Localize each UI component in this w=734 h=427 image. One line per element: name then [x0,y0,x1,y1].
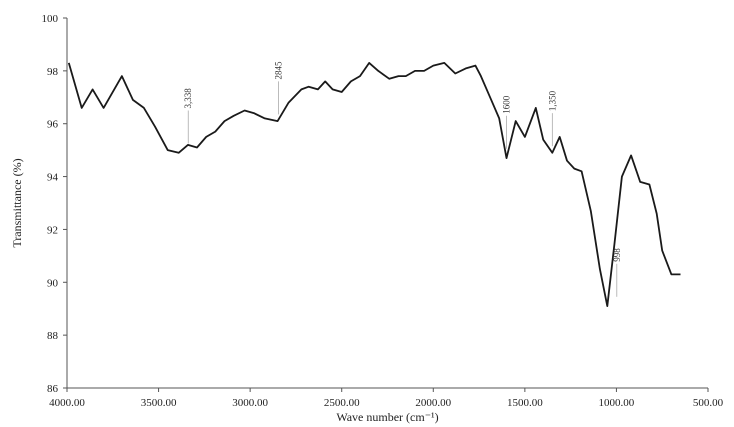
annotation-label: 2845 [274,61,284,80]
series-line [67,62,681,308]
y-tick-label: 90 [47,277,59,289]
x-tick-label: 2000.00 [415,397,451,409]
annotation-label: 998 [612,248,622,262]
y-tick-label: 96 [47,119,59,131]
x-tick-label: 500.00 [693,397,724,409]
annotation-group: 3,338 2845 1600 1,350 998 [183,61,622,297]
y-tick-label: 98 [47,66,59,78]
x-tick-label: 1500.00 [507,397,543,409]
series-group [67,62,681,308]
annotation-label: 1600 [502,95,512,114]
x-axis-title: Wave number (cm⁻¹) [336,410,438,424]
y-tick-label: 92 [47,224,58,236]
x-tick-label: 3500.00 [141,397,177,409]
y-tick-label: 100 [42,13,59,25]
x-tick-label: 1000.00 [599,397,635,409]
x-tick-group: 4000.00 3500.00 3000.00 2500.00 2000.00 1500.… [49,388,724,409]
annotation-label: 3,338 [183,88,193,109]
annotation-label: 1,350 [547,90,557,111]
x-tick-label: 2500.00 [324,397,360,409]
x-tick-label: 4000.00 [49,397,85,409]
y-tick-label: 86 [47,383,59,395]
y-tick-group: 86 88 90 92 94 96 98 100 [42,13,67,395]
y-tick-label: 88 [47,330,59,342]
x-tick-label: 3000.00 [232,397,268,409]
y-axis-title: Transmittance (%) [10,158,24,247]
y-tick-label: 94 [47,172,59,184]
